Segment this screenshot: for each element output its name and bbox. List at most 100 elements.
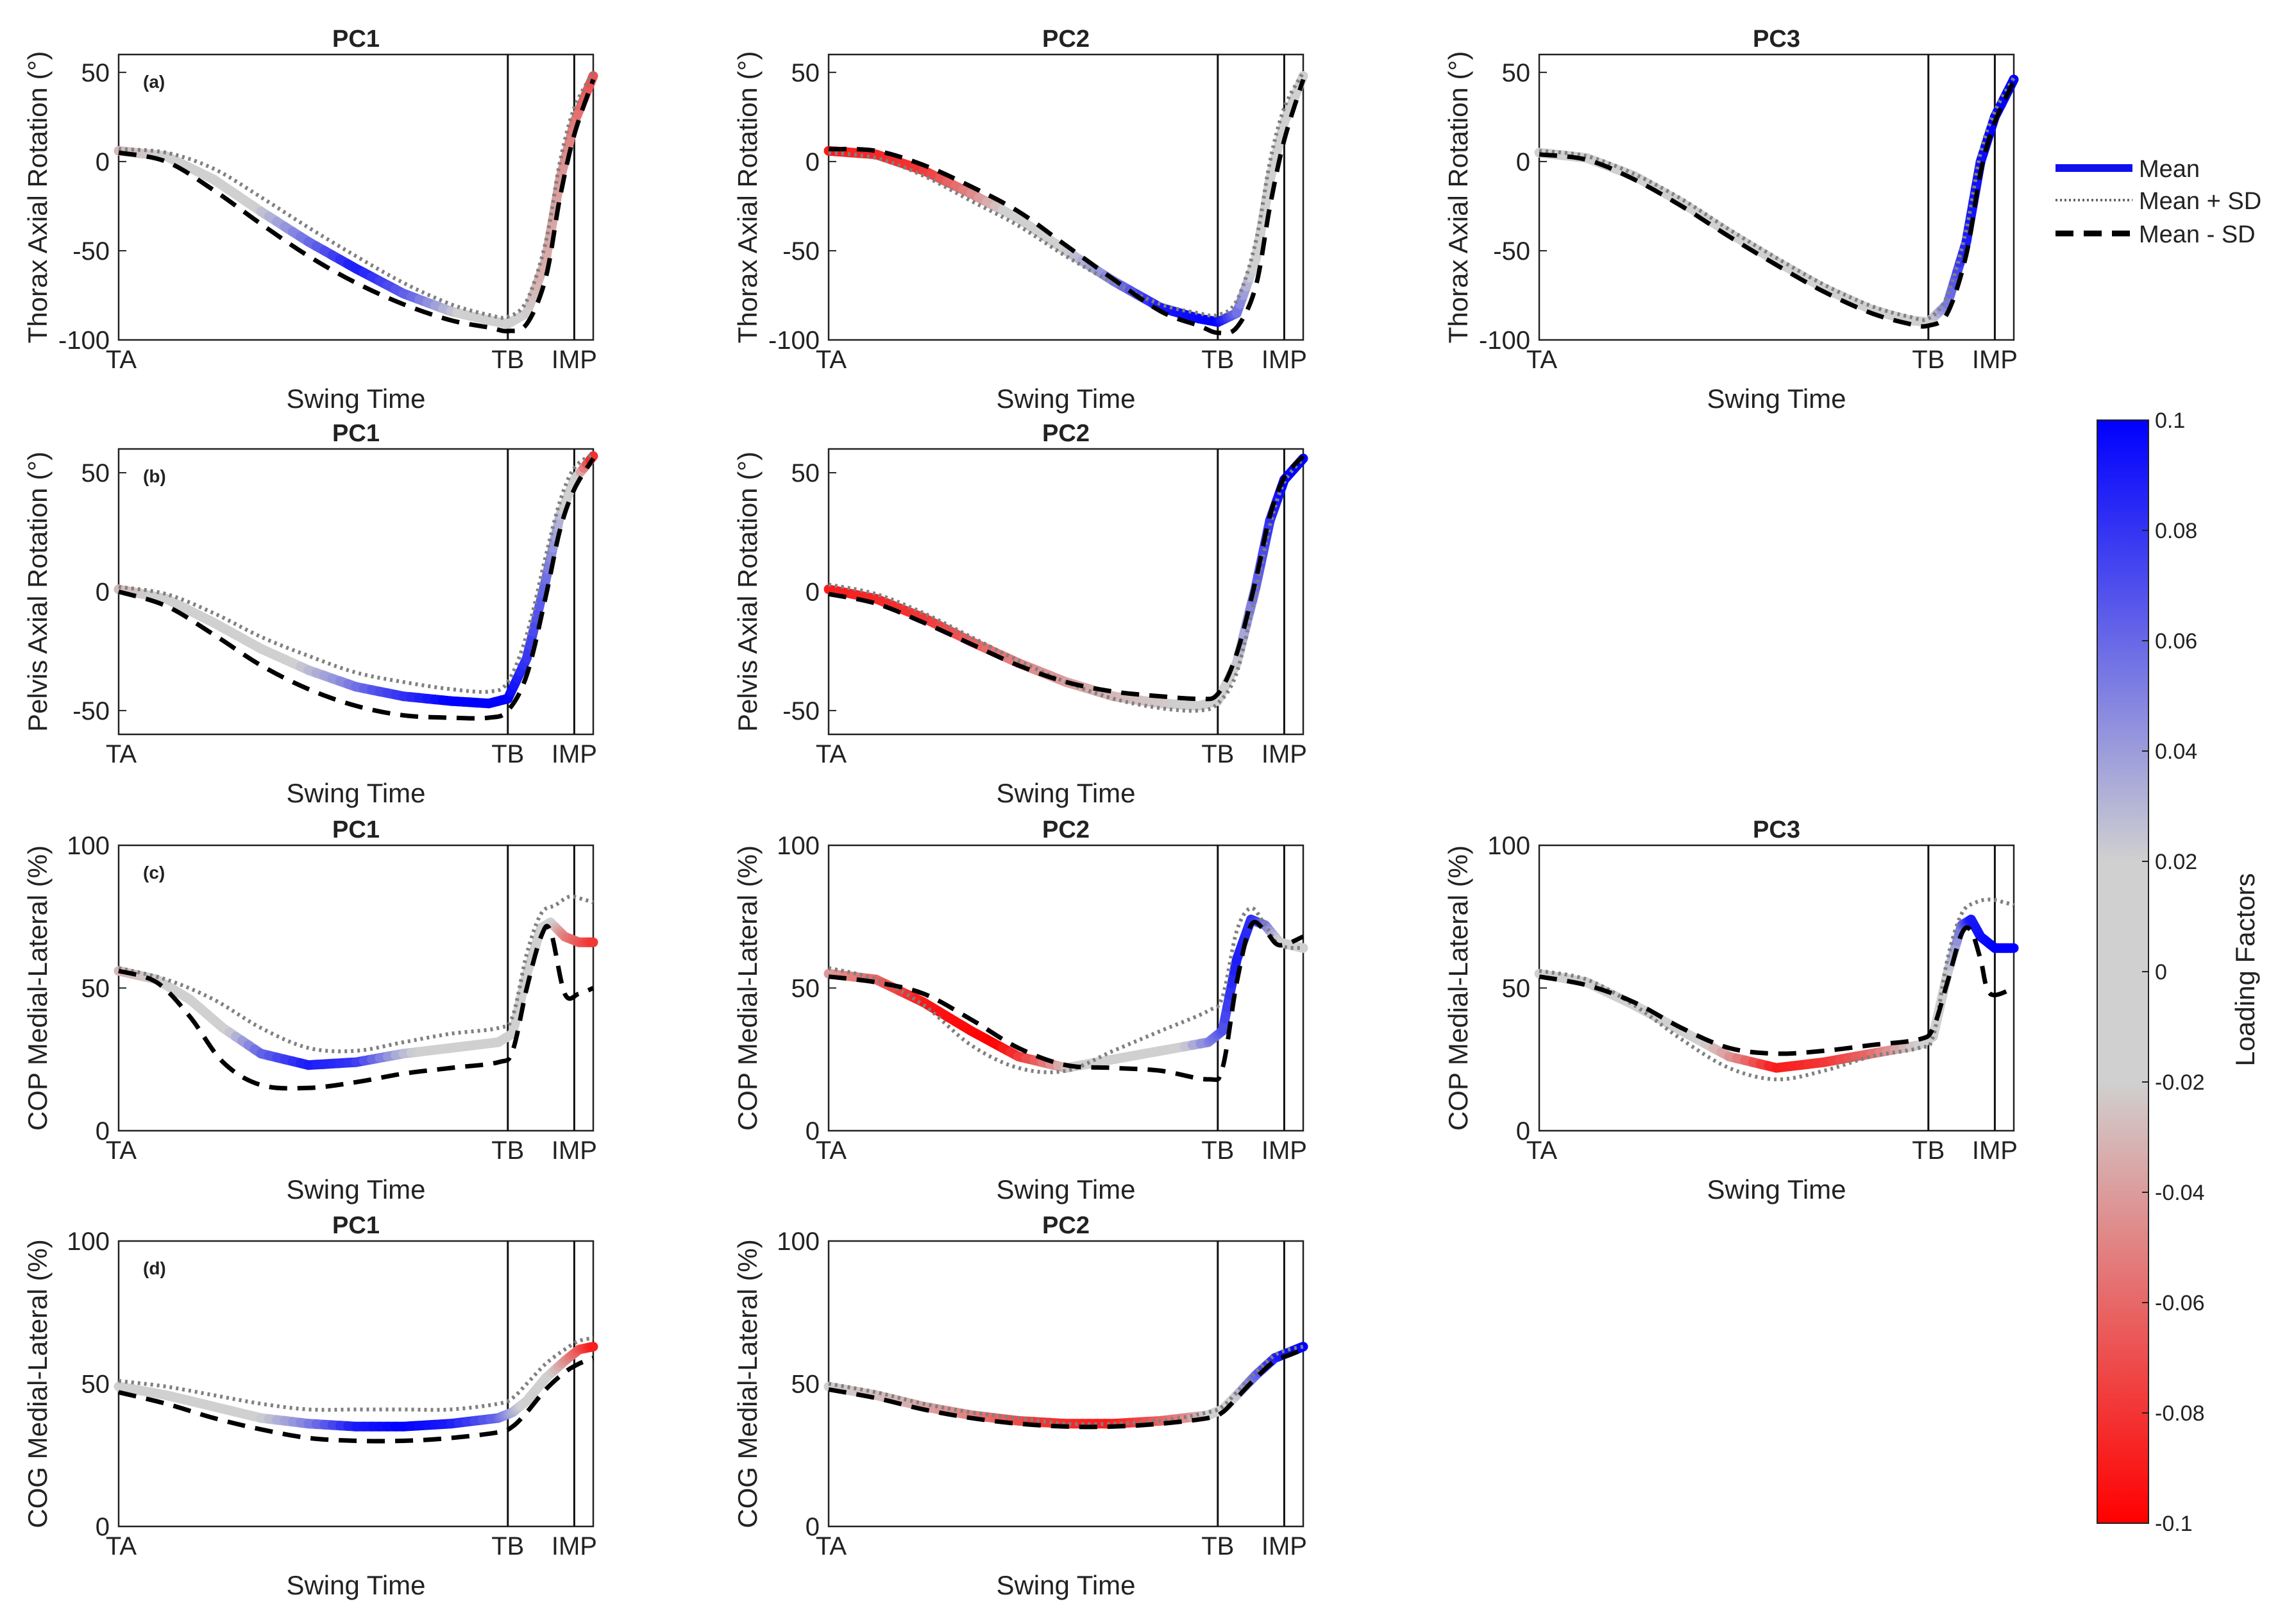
y-tick-label: 50 — [791, 1371, 820, 1399]
x-event-label: TB — [491, 1136, 524, 1165]
y-tick-label: 0 — [806, 1513, 820, 1541]
x-event-label: TB — [1912, 346, 1945, 374]
x-event-label: TB — [491, 740, 524, 768]
chart-title: PC2 — [1042, 26, 1090, 53]
y-tick-label: 50 — [81, 459, 110, 487]
mean-minus-sd-line — [828, 920, 1304, 1083]
y-tick-label: 0 — [96, 579, 110, 607]
mean-minus-sd-line — [828, 78, 1306, 336]
legend-box — [2046, 138, 2290, 260]
mean-plus-sd-line — [1539, 897, 2014, 1081]
x-axis-label: Swing Time — [996, 778, 1135, 808]
x-event-label: IMP — [1262, 1136, 1307, 1165]
x-event-label: IMP — [1262, 740, 1307, 768]
y-tick-label: 50 — [81, 59, 110, 87]
chart-title: PC1 — [332, 26, 380, 53]
chart-title: PC3 — [1753, 26, 1800, 53]
y-tick-label: 0 — [806, 1117, 820, 1145]
x-event-label: TA — [816, 1532, 847, 1560]
colorbar: 0.1 0.08 0.06 0.04 0.02 0 -0.02 -0.04 -0.06 -0.08… — [2097, 409, 2260, 1536]
y-axis-label: Thorax Axial Rotation (°) — [22, 51, 53, 344]
chart-panel: PC1 (a) -100 -50 0 50 TA TB IMP Swing Time Thorax … — [22, 26, 598, 414]
y-tick-label: 50 — [791, 975, 820, 1003]
plot-frame — [827, 448, 1304, 736]
x-event-label: IMP — [552, 346, 597, 374]
plot-frame — [117, 53, 595, 341]
chart-title: PC1 — [332, 816, 380, 843]
x-event-label: IMP — [552, 1136, 597, 1165]
panels: PC1 (a) -100 -50 0 50 TA TB IMP Swing Time Thorax … — [22, 26, 2019, 1600]
y-tick-label: -50 — [1493, 237, 1530, 266]
y-tick-label: 0 — [1516, 148, 1530, 176]
x-event-label: TA — [816, 740, 847, 768]
x-event-label: IMP — [1972, 1136, 2018, 1165]
y-axis-label: COP Medial-Lateral (%) — [22, 845, 53, 1131]
colorbar-tick-label: 0 — [2155, 960, 2167, 984]
mean-plus-sd-line — [118, 452, 595, 694]
y-tick-label: 100 — [1487, 832, 1530, 860]
x-event-label: TB — [1201, 346, 1234, 374]
x-event-label: TA — [1526, 346, 1557, 374]
x-event-label: TA — [106, 346, 137, 374]
plot-frame — [117, 1240, 595, 1528]
chart-title: PC2 — [1042, 816, 1090, 843]
y-tick-label: 50 — [81, 975, 110, 1003]
y-tick-label: 0 — [1516, 1117, 1530, 1145]
colorbar-tick-label: 0.06 — [2155, 629, 2197, 654]
y-tick-label: 100 — [67, 1228, 110, 1256]
y-tick-label: 50 — [1502, 59, 1531, 87]
panel-label: (a) — [143, 72, 165, 92]
x-axis-label: Swing Time — [286, 384, 425, 414]
x-axis-label: Swing Time — [996, 1174, 1135, 1204]
y-tick-label: 0 — [96, 148, 110, 176]
x-axis-label: Swing Time — [286, 778, 425, 808]
legend-minus-label: Mean - SD — [2139, 221, 2256, 248]
colorbar-tick-label: -0.08 — [2155, 1401, 2205, 1426]
x-axis-label: Swing Time — [286, 1570, 425, 1600]
colorbar-ticks: 0.1 0.08 0.06 0.04 0.02 0 -0.02 -0.04 -0.06 -0.08… — [2142, 409, 2205, 1536]
x-event-label: TB — [491, 1532, 524, 1560]
mean-plus-sd-line — [1539, 76, 2016, 323]
x-event-label: IMP — [1262, 346, 1307, 374]
y-tick-label: -100 — [768, 326, 820, 355]
y-tick-label: -100 — [58, 326, 110, 355]
y-tick-label: 50 — [791, 59, 820, 87]
colorbar-tick-label: 0.02 — [2155, 850, 2197, 874]
y-tick-label: 0 — [806, 579, 820, 607]
colorbar-tick-label: -0.06 — [2155, 1291, 2205, 1315]
colorbar-tick-label: 0.08 — [2155, 519, 2197, 543]
plot-frame — [827, 1240, 1304, 1528]
plot-frame — [827, 53, 1304, 341]
x-event-label: TA — [106, 740, 137, 768]
colorbar-tick-label: 0.1 — [2155, 409, 2185, 433]
x-event-label: TA — [816, 346, 847, 374]
chart-panel: PC2 -50 0 50 TA TB IMP Swing Time Pelvis Axial R… — [732, 420, 1308, 808]
mean-minus-sd-line — [118, 78, 596, 334]
panel-label: (c) — [143, 863, 165, 883]
y-tick-label: 0 — [96, 1513, 110, 1541]
plot-frame — [1538, 53, 2015, 341]
y-tick-label: 100 — [777, 832, 820, 860]
legend-plus-label: Mean + SD — [2139, 188, 2261, 215]
mean-minus-sd-line — [828, 454, 1305, 702]
y-axis-label: Pelvis Axial Rotation (°) — [22, 452, 53, 732]
y-tick-label: -50 — [72, 697, 110, 725]
mean-minus-sd-line — [1539, 925, 2015, 1056]
x-event-label: TA — [106, 1532, 137, 1560]
y-tick-label: 50 — [1502, 975, 1531, 1003]
x-event-label: TB — [1201, 1532, 1234, 1560]
y-tick-label: -50 — [782, 697, 820, 725]
y-tick-label: 100 — [67, 832, 110, 860]
y-tick-label: 100 — [777, 1228, 820, 1256]
y-axis-label: Thorax Axial Rotation (°) — [732, 51, 763, 344]
x-event-label: TA — [816, 1136, 847, 1165]
x-event-label: TA — [1526, 1136, 1557, 1165]
y-axis-label: COG Medial-Lateral (%) — [22, 1239, 53, 1528]
y-tick-label: 0 — [806, 148, 820, 176]
mean-plus-sd-line — [828, 1344, 1304, 1426]
chart-panel: PC2 0 50 100 TA TB IMP Swing Time COG Medial-Lat… — [732, 1212, 1308, 1600]
mean-plus-sd-line — [118, 71, 595, 320]
chart-panel: PC1 (b) -50 0 50 TA TB IMP Swing Time Pelvis Axia… — [22, 420, 598, 808]
x-axis-label: Swing Time — [1707, 384, 1846, 414]
mean-plus-sd-line — [828, 906, 1304, 1074]
